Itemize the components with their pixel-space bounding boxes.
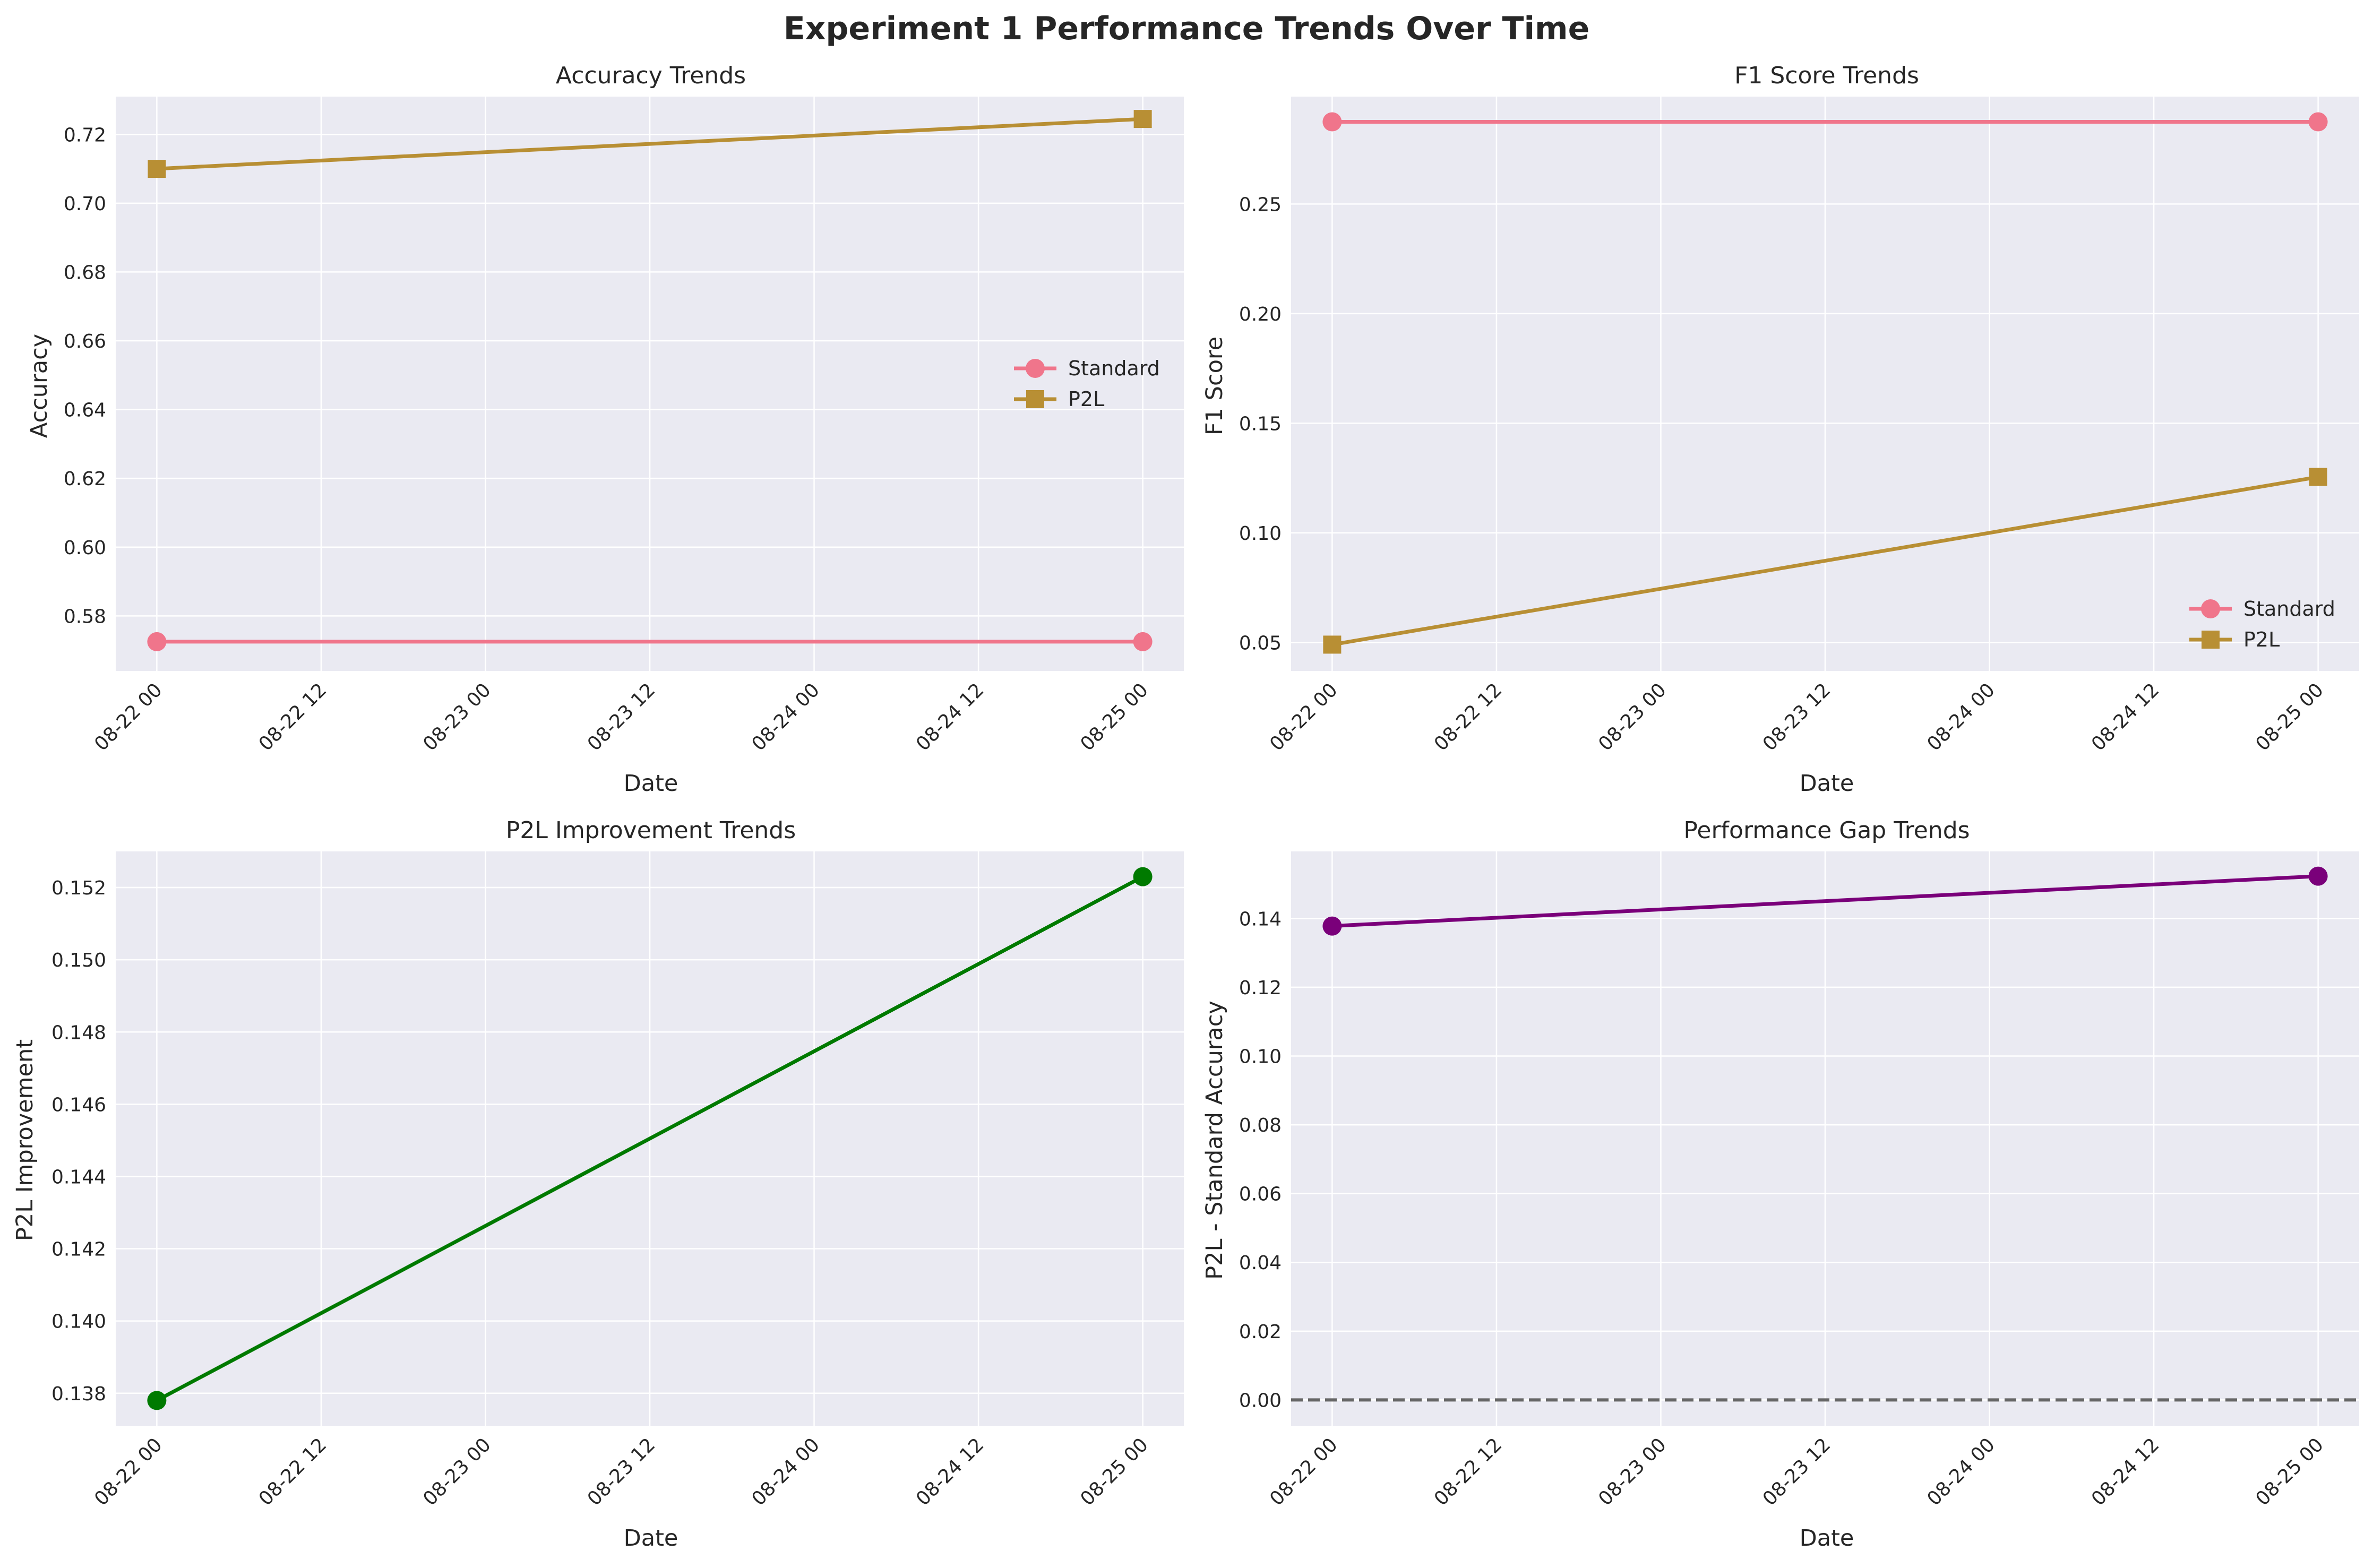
series-line-0	[1332, 874, 2318, 928]
legend-label: P2L	[1068, 387, 1104, 411]
y-tick-label: 0.00	[1239, 1390, 1282, 1411]
series-line-p2l	[1331, 475, 2319, 647]
y-tick-label: 0.15	[1239, 413, 1282, 435]
y-tick-label: 0.10	[1239, 1046, 1282, 1068]
y-axis-label: P2L - Standard Accuracy	[1201, 1001, 1228, 1280]
y-tick-label: 0.148	[51, 1022, 106, 1044]
y-tick-label: 0.150	[51, 950, 106, 971]
y-tick-label: 0.60	[64, 537, 106, 559]
x-axis-label: Date	[1800, 770, 1854, 797]
y-tick-label: 0.142	[51, 1239, 106, 1261]
y-tick-label: 0.146	[51, 1094, 106, 1116]
data-point	[1133, 632, 1153, 651]
y-tick-label: 0.20	[1239, 304, 1282, 325]
legend-marker	[1026, 390, 1044, 408]
y-tick-label: 0.14	[1239, 908, 1282, 930]
legend-marker	[2202, 631, 2220, 649]
data-point	[1323, 635, 1342, 654]
y-tick-label: 0.02	[1239, 1321, 1282, 1343]
x-axis-label: Date	[1800, 1525, 1854, 1552]
y-tick-label: 0.66	[64, 331, 106, 352]
y-axis-label: Accuracy	[26, 334, 53, 438]
y-tick-label: 0.05	[1239, 632, 1282, 654]
y-tick-label: 0.10	[1239, 523, 1282, 545]
legend-label: Standard	[2243, 597, 2335, 621]
data-point	[147, 1391, 167, 1410]
y-tick-label: 0.70	[64, 193, 106, 215]
data-point	[1322, 112, 1342, 132]
data-point	[2308, 866, 2328, 886]
data-point	[148, 160, 166, 178]
y-tick-label: 0.72	[64, 124, 106, 146]
y-tick-label: 0.25	[1239, 194, 1282, 216]
data-point	[1133, 867, 1153, 886]
y-tick-label: 0.64	[64, 400, 106, 421]
y-tick-label: 0.144	[51, 1166, 106, 1188]
y-tick-label: 0.58	[64, 606, 106, 627]
y-tick-label: 0.138	[51, 1383, 106, 1405]
legend-marker	[2201, 599, 2220, 618]
y-axis-label: P2L Improvement	[12, 1039, 38, 1241]
y-tick-label: 0.62	[64, 468, 106, 490]
data-point	[1322, 916, 1342, 936]
legend-marker	[1026, 359, 1045, 378]
y-tick-label: 0.68	[64, 262, 106, 283]
legend-label: P2L	[2243, 628, 2280, 651]
series-line-0	[156, 875, 1144, 1402]
y-tick-label: 0.04	[1239, 1252, 1282, 1274]
figure-title: Experiment 1 Performance Trends Over Tim…	[784, 10, 1590, 47]
data-point	[147, 632, 167, 651]
x-axis-label: Date	[624, 1525, 678, 1552]
series-line-p2l	[157, 117, 1143, 171]
y-axis-label: F1 Score	[1201, 337, 1228, 435]
y-tick-label: 0.12	[1239, 977, 1282, 999]
panel-title: F1 Score Trends	[1734, 62, 1919, 89]
panel-title: P2L Improvement Trends	[506, 817, 796, 844]
legend: Standard P2L	[2189, 597, 2335, 651]
y-tick-label: 0.152	[51, 877, 106, 899]
y-tick-label: 0.08	[1239, 1115, 1282, 1136]
x-axis-label: Date	[624, 770, 678, 797]
legend-label: Standard	[1068, 357, 1160, 380]
y-tick-label: 0.140	[51, 1311, 106, 1333]
panel-title: Accuracy Trends	[556, 62, 746, 89]
data-point	[2308, 112, 2328, 132]
panel-title: Performance Gap Trends	[1683, 817, 1970, 844]
legend: Standard P2L	[1014, 357, 1160, 411]
y-tick-label: 0.06	[1239, 1184, 1282, 1205]
data-point	[2309, 468, 2327, 486]
data-point	[1133, 110, 1152, 128]
